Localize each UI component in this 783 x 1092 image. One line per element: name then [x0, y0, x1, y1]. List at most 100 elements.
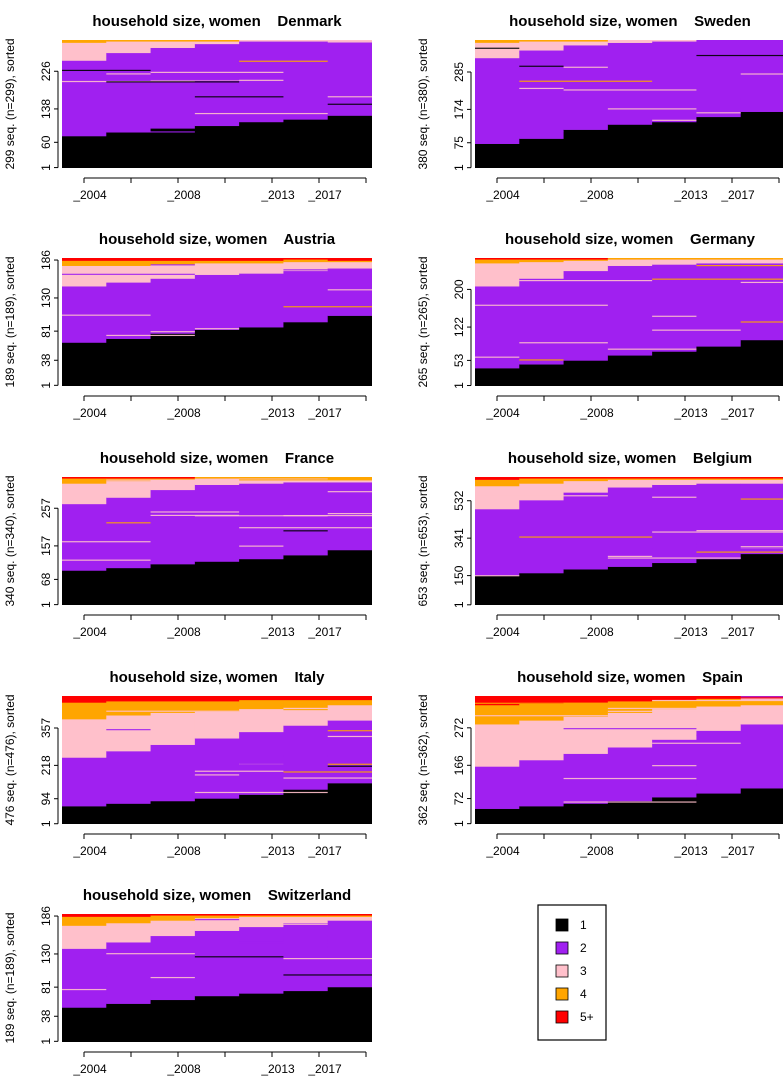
mark-4-t1: [519, 40, 565, 42]
mark-2-t4: [239, 926, 285, 994]
sequence-stripe: [740, 546, 783, 548]
sequence-stripe: [194, 773, 328, 775]
mark-4-t5: [696, 698, 742, 707]
mark-2-t6: [327, 268, 372, 316]
mark-5+-t1: [519, 696, 565, 704]
mark-2-t6: [740, 724, 783, 789]
mark-1-t6: [327, 783, 372, 824]
mark-5+-t0: [475, 696, 520, 706]
mark-3-t6: [327, 261, 372, 269]
sequence-stripe: [239, 527, 372, 529]
plot-area: [475, 696, 783, 824]
mark-1-t6: [740, 788, 783, 824]
sequence-stripe: [607, 555, 653, 558]
mark-1-t6: [740, 111, 783, 168]
y-tick-label: 166: [452, 755, 466, 775]
mark-4-t5: [283, 477, 329, 479]
mark-2-t4: [239, 731, 285, 795]
legend-swatch: [555, 1010, 569, 1024]
mark-3-t6: [327, 479, 372, 483]
sequence-stripe: [106, 334, 195, 337]
plot-area: [62, 258, 372, 386]
mark-3-t6: [740, 259, 783, 264]
sequence-stripe: [519, 536, 653, 538]
mark-2-t4: [239, 273, 285, 328]
sequence-stripe: [194, 515, 328, 517]
mark-2-t3: [607, 747, 653, 802]
sequence-stripe: [239, 941, 328, 944]
x-tick-label: _2004: [485, 844, 520, 858]
plot-area: [62, 696, 372, 824]
y-tick-label: 94: [39, 792, 53, 806]
mark-4-t0: [475, 40, 520, 43]
mark-1-t4: [652, 351, 698, 386]
panel-7: household size, women Spain 362 seq. (n=3…: [416, 669, 783, 858]
mark-1-t5: [696, 116, 742, 168]
sequence-stripe: [519, 359, 564, 361]
mark-4-t3: [194, 701, 240, 712]
sequence-stripe: [194, 774, 240, 776]
x-tick-label: _2017: [307, 188, 342, 202]
mark-2-t5: [283, 922, 329, 992]
sequence-stripe: [327, 485, 372, 487]
sequence-stripe: [106, 729, 151, 731]
plot-area: [62, 477, 372, 605]
y-tick-label: 1: [452, 820, 466, 827]
mark-5+-t3: [194, 914, 240, 916]
sequence-stripe: [652, 699, 783, 702]
sequence-stripe: [740, 498, 783, 500]
sequence-stripe: [283, 958, 372, 960]
mark-2-t5: [283, 725, 329, 790]
panel-2: household size, women Austria 189 seq. (n…: [3, 231, 372, 420]
mark-1-t2: [150, 128, 196, 168]
sequence-stripe: [239, 304, 284, 306]
sequence-stripe: [194, 770, 284, 772]
mark-4-t3: [194, 40, 240, 42]
plot-area: [475, 477, 783, 605]
mark-3-t0: [475, 42, 520, 59]
mark-5+-t0: [475, 477, 520, 480]
mark-3-t5: [283, 261, 329, 272]
mark-2-t3: [194, 930, 240, 997]
mark-4-t2: [563, 40, 609, 42]
sequence-stripe: [106, 85, 151, 87]
legend-label: 2: [580, 941, 587, 955]
x-tick-label: _2004: [485, 625, 520, 639]
panel-title: household size, women Germany: [505, 231, 756, 248]
x-tick-label: _2017: [720, 844, 755, 858]
y-tick-label: 150: [452, 565, 466, 585]
mark-3-t1: [519, 261, 565, 279]
mark-5+-t1: [106, 696, 152, 702]
sequence-stripe: [607, 766, 697, 768]
mark-1-t1: [106, 132, 152, 168]
sequence-stripe: [283, 939, 372, 941]
y-tick-label: 1: [39, 601, 53, 608]
sequence-stripe: [239, 479, 372, 481]
y-tick-label: 38: [39, 1009, 53, 1023]
mark-5+-t0: [62, 477, 107, 479]
mark-5+-t3: [194, 258, 240, 261]
mark-2-t4: [239, 483, 285, 560]
mark-1-t5: [283, 990, 329, 1042]
mark-2-t4: [239, 41, 285, 123]
mark-5+-t2: [150, 258, 196, 261]
mark-2-t0: [62, 286, 107, 343]
mark-4-t0: [62, 260, 107, 266]
mark-2-t6: [327, 920, 372, 988]
mark-4-t4: [239, 699, 285, 710]
mark-5+-t0: [475, 258, 520, 260]
mark-4-t0: [475, 704, 520, 725]
mark-3-t1: [106, 922, 152, 943]
mark-4-t0: [62, 40, 107, 43]
sequence-stripe: [607, 348, 697, 350]
x-tick-label: _2008: [166, 1062, 201, 1076]
mark-1-t0: [62, 570, 107, 605]
mark-3-t2: [563, 716, 609, 754]
mark-1-t4: [239, 558, 285, 605]
mark-2-t2: [563, 270, 609, 361]
mark-1-t4: [652, 562, 698, 605]
mark-2-t4: [652, 739, 698, 798]
sequence-stripe: [652, 119, 697, 121]
sequence-stripe: [194, 96, 284, 98]
y-tick-label: 38: [39, 353, 53, 367]
